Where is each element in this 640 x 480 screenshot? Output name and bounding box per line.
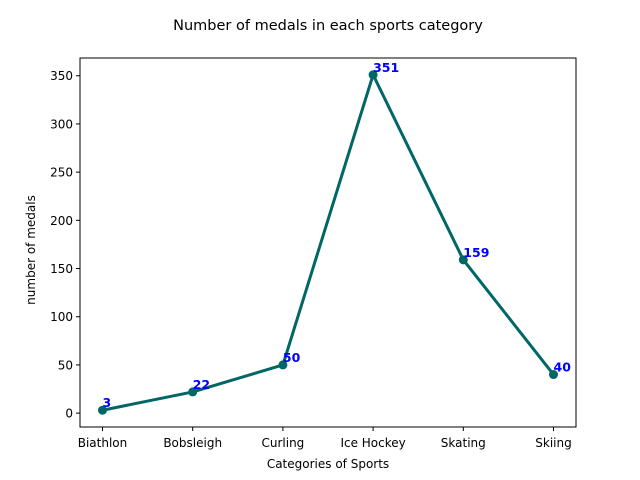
data-label: 22 xyxy=(193,377,210,392)
y-tick-label: 250 xyxy=(50,166,73,180)
data-point xyxy=(278,360,288,370)
y-tick-label: 150 xyxy=(50,262,73,276)
y-axis-title: number of medals xyxy=(24,195,38,305)
x-axis-title: Categories of Sports xyxy=(267,457,389,471)
y-tick-label: 350 xyxy=(50,69,73,83)
data-point xyxy=(458,255,468,265)
data-label: 351 xyxy=(373,60,399,75)
data-label: 50 xyxy=(283,350,301,365)
y-tick-label: 0 xyxy=(65,407,73,421)
data-point xyxy=(98,405,107,415)
x-tick-label: Skiing xyxy=(535,436,571,450)
y-tick-label: 50 xyxy=(58,358,73,372)
y-tick-label: 100 xyxy=(50,310,73,324)
x-tick-label: Bobsleigh xyxy=(163,436,222,450)
data-label: 159 xyxy=(463,245,489,260)
y-tick-label: 200 xyxy=(50,214,73,228)
data-point xyxy=(549,370,558,380)
chart-title: Number of medals in each sports category xyxy=(173,18,483,34)
data-label: 40 xyxy=(554,360,572,375)
y-tick-label: 300 xyxy=(50,117,73,131)
x-tick-label: Biathlon xyxy=(78,436,128,450)
x-tick-label: Skating xyxy=(441,436,486,450)
x-tick-label: Ice Hockey xyxy=(340,436,405,450)
data-point xyxy=(368,70,378,80)
data-point xyxy=(188,387,198,397)
x-tick-label: Curling xyxy=(261,436,304,450)
series-line xyxy=(101,73,555,412)
plot-frame xyxy=(79,57,577,428)
data-label: 3 xyxy=(103,395,112,410)
